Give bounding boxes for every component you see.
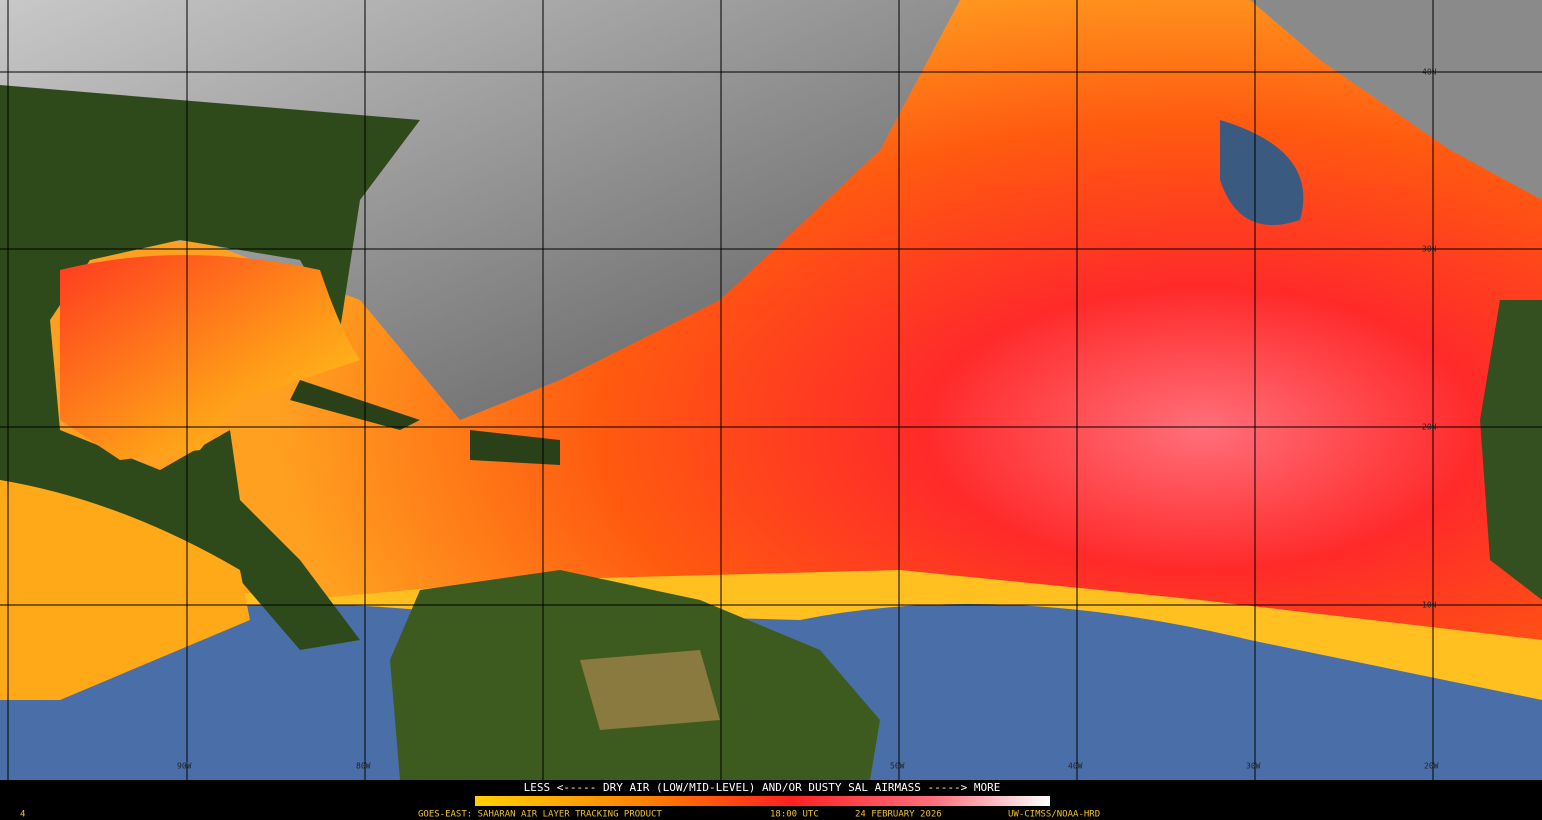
latitude-label: 10N — [1422, 601, 1437, 610]
time: 18:00 UTC — [770, 810, 819, 820]
longitude-label: 30W — [1246, 762, 1261, 771]
colorbar-caption: LESS <----- DRY AIR (LOW/MID-LEVEL) AND/… — [524, 781, 1001, 794]
longitude-label: 90W — [177, 762, 192, 771]
latitude-label: 40N — [1422, 68, 1437, 77]
frame-number: 4 — [20, 810, 25, 820]
longitude-label: 20W — [1424, 762, 1439, 771]
colorbar — [475, 796, 1050, 806]
credit: UW-CIMSS/NOAA-HRD — [1008, 810, 1100, 820]
latitude-label: 20N — [1422, 423, 1437, 432]
longitude-label: 40W — [1068, 762, 1083, 771]
imagery — [0, 0, 1542, 780]
longitude-label: 50W — [890, 762, 905, 771]
date: 24 FEBRUARY 2026 — [855, 810, 942, 820]
graticule — [0, 0, 1542, 780]
product-name: GOES-EAST: SAHARAN AIR LAYER TRACKING PR… — [418, 810, 662, 820]
latitude-label: 30N — [1422, 245, 1437, 254]
longitude-label: 80W — [356, 762, 371, 771]
